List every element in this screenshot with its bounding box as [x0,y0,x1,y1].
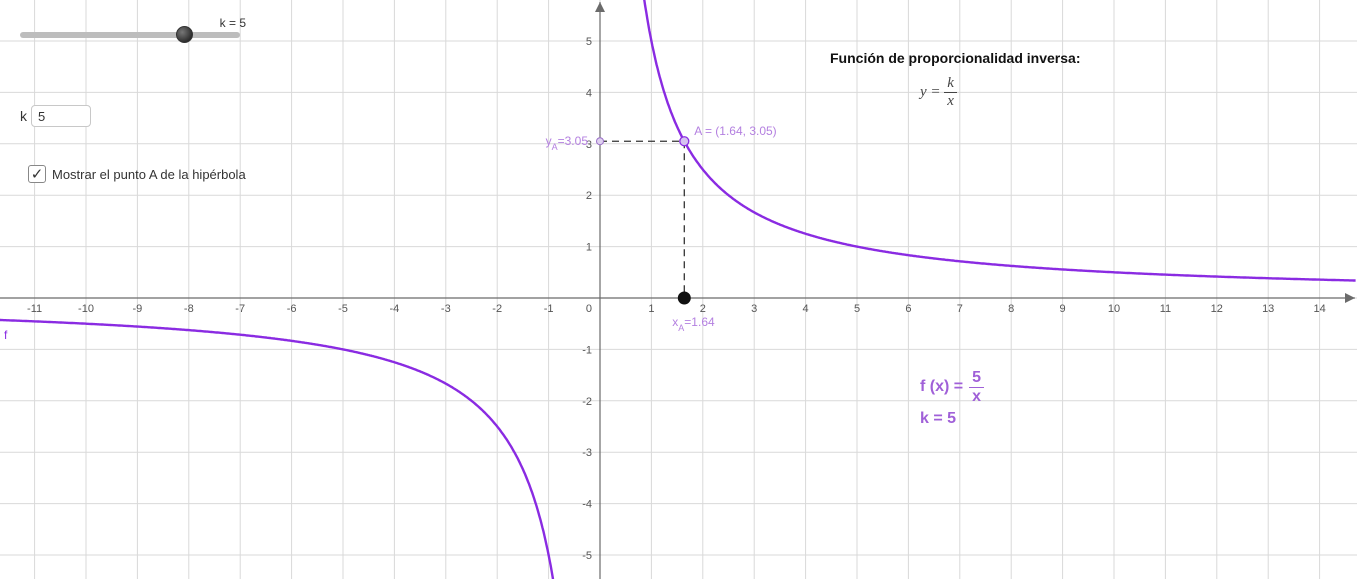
svg-text:9: 9 [1060,303,1066,315]
svg-text:11: 11 [1160,303,1171,315]
svg-text:-1: -1 [582,344,592,356]
svg-text:-9: -9 [133,303,143,315]
svg-text:1: 1 [648,303,654,315]
svg-text:-5: -5 [582,550,592,562]
svg-text:0: 0 [586,303,592,315]
graph-canvas: -11-10-9-8-7-6-5-4-3-2-10123456789101112… [0,0,1357,579]
svg-text:-6: -6 [287,303,297,315]
checkbox-label: Mostrar el punto A de la hipérbola [52,167,246,182]
k-slider[interactable]: k = 5 [20,32,240,38]
svg-text:A = (1.64, 3.05): A = (1.64, 3.05) [694,124,776,138]
svg-text:-11: -11 [27,303,42,315]
svg-text:4: 4 [586,87,592,99]
slider-track[interactable] [20,32,240,38]
svg-text:5: 5 [854,303,860,315]
svg-text:-7: -7 [235,303,245,315]
slider-thumb[interactable] [176,26,193,43]
svg-text:7: 7 [957,303,963,315]
title-formula: y = k x [920,76,1080,109]
function-display: f (x) = 5 x k = 5 [920,370,984,434]
k-input[interactable] [31,105,91,127]
svg-text:-3: -3 [441,303,451,315]
svg-text:-2: -2 [582,396,592,408]
slider-label: k = 5 [220,16,246,30]
svg-text:-5: -5 [338,303,348,315]
svg-text:13: 13 [1262,303,1274,315]
svg-text:14: 14 [1313,303,1325,315]
svg-text:-2: -2 [492,303,502,315]
title-block: Función de proporcionalidad inversa: y =… [830,50,1080,109]
svg-text:4: 4 [803,303,809,315]
svg-text:yA=3.05: yA=3.05 [546,134,589,152]
svg-text:2: 2 [586,190,592,202]
svg-text:2: 2 [700,303,706,315]
k-input-label: k [20,108,27,124]
svg-text:-4: -4 [582,499,592,511]
svg-text:-1: -1 [544,303,554,315]
k-input-group: k [20,105,91,127]
page-title: Función de proporcionalidad inversa: [830,50,1080,66]
fx-line: f (x) = 5 x [920,370,984,405]
svg-text:3: 3 [751,303,757,315]
svg-text:12: 12 [1211,303,1223,315]
svg-text:1: 1 [586,242,592,254]
svg-text:-8: -8 [184,303,194,315]
svg-text:5: 5 [586,36,592,48]
svg-text:-4: -4 [390,303,400,315]
curve-label: f [4,328,7,342]
k-value-line: k = 5 [920,405,984,434]
svg-text:-10: -10 [78,303,94,315]
svg-text:6: 6 [905,303,911,315]
svg-text:10: 10 [1108,303,1120,315]
svg-text:8: 8 [1008,303,1014,315]
show-point-checkbox[interactable]: ✓ [28,165,46,183]
svg-text:-3: -3 [582,447,592,459]
show-point-checkbox-group: ✓ Mostrar el punto A de la hipérbola [28,165,246,183]
svg-text:xA=1.64: xA=1.64 [672,315,715,333]
